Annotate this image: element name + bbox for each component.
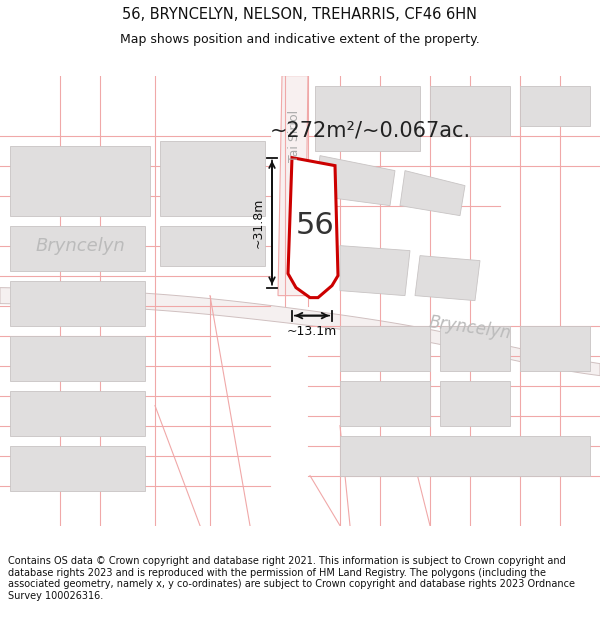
Text: Bryncelyn: Bryncelyn [35,237,125,254]
Text: Map shows position and indicative extent of the property.: Map shows position and indicative extent… [120,34,480,46]
Polygon shape [340,381,430,426]
Polygon shape [278,76,308,296]
Text: Contains OS data © Crown copyright and database right 2021. This information is : Contains OS data © Crown copyright and d… [8,556,575,601]
Polygon shape [520,326,590,371]
Polygon shape [340,246,410,296]
Polygon shape [315,156,395,206]
Polygon shape [160,141,265,216]
Text: Bryncelyn: Bryncelyn [428,313,512,342]
Polygon shape [10,226,145,271]
Text: ~272m²/~0.067ac.: ~272m²/~0.067ac. [270,121,471,141]
Polygon shape [400,171,465,216]
Polygon shape [10,281,145,326]
Text: Tai Siriol: Tai Siriol [289,109,302,162]
Polygon shape [440,381,510,426]
Polygon shape [440,326,510,371]
Polygon shape [160,226,265,266]
Polygon shape [10,446,145,491]
Polygon shape [340,436,590,476]
Text: ~13.1m: ~13.1m [287,325,337,338]
Text: ~31.8m: ~31.8m [251,198,265,248]
Polygon shape [0,288,600,376]
Polygon shape [520,86,590,126]
Polygon shape [288,158,338,298]
Polygon shape [10,391,145,436]
Polygon shape [415,256,480,301]
Text: 56: 56 [296,211,334,240]
Text: 56, BRYNCELYN, NELSON, TREHARRIS, CF46 6HN: 56, BRYNCELYN, NELSON, TREHARRIS, CF46 6… [122,7,478,22]
Polygon shape [430,86,510,136]
Polygon shape [315,86,420,151]
Polygon shape [340,326,430,371]
Polygon shape [10,336,145,381]
Polygon shape [10,146,150,216]
